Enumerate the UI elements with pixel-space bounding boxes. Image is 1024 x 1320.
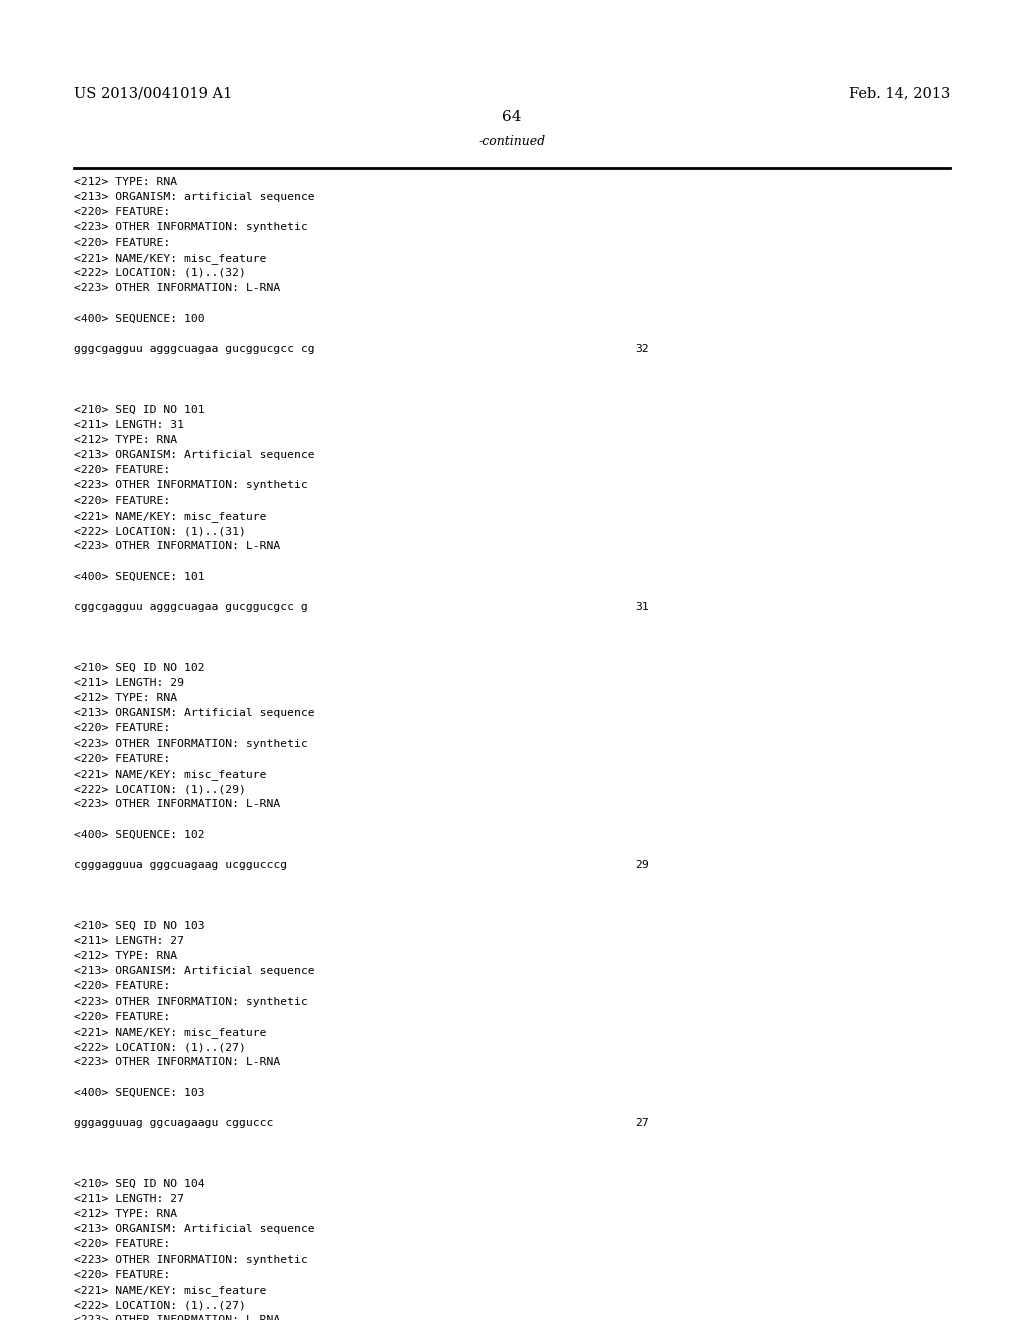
Text: <220> FEATURE:: <220> FEATURE: [74,495,170,506]
Text: <211> LENGTH: 27: <211> LENGTH: 27 [74,936,183,946]
Text: <222> LOCATION: (1)..(27): <222> LOCATION: (1)..(27) [74,1043,246,1052]
Text: -continued: -continued [478,135,546,148]
Text: <223> OTHER INFORMATION: L-RNA: <223> OTHER INFORMATION: L-RNA [74,799,280,809]
Text: <400> SEQUENCE: 100: <400> SEQUENCE: 100 [74,314,205,323]
Text: <220> FEATURE:: <220> FEATURE: [74,723,170,734]
Text: Feb. 14, 2013: Feb. 14, 2013 [849,86,950,100]
Text: <213> ORGANISM: Artificial sequence: <213> ORGANISM: Artificial sequence [74,1225,314,1234]
Text: 27: 27 [635,1118,648,1129]
Text: <212> TYPE: RNA: <212> TYPE: RNA [74,950,177,961]
Text: <212> TYPE: RNA: <212> TYPE: RNA [74,693,177,704]
Text: 32: 32 [635,343,648,354]
Text: <221> NAME/KEY: misc_feature: <221> NAME/KEY: misc_feature [74,511,266,521]
Text: <400> SEQUENCE: 103: <400> SEQUENCE: 103 [74,1088,205,1098]
Text: <213> ORGANISM: Artificial sequence: <213> ORGANISM: Artificial sequence [74,450,314,461]
Text: <223> OTHER INFORMATION: L-RNA: <223> OTHER INFORMATION: L-RNA [74,541,280,552]
Text: gggagguuag ggcuagaagu cgguccc: gggagguuag ggcuagaagu cgguccc [74,1118,273,1129]
Text: <221> NAME/KEY: misc_feature: <221> NAME/KEY: misc_feature [74,768,266,780]
Text: cggcgagguu agggcuagaa gucggucgcc g: cggcgagguu agggcuagaa gucggucgcc g [74,602,307,612]
Text: <223> OTHER INFORMATION: synthetic: <223> OTHER INFORMATION: synthetic [74,997,307,1007]
Text: <223> OTHER INFORMATION: synthetic: <223> OTHER INFORMATION: synthetic [74,223,307,232]
Text: <223> OTHER INFORMATION: L-RNA: <223> OTHER INFORMATION: L-RNA [74,1057,280,1068]
Text: 64: 64 [502,110,522,124]
Text: <220> FEATURE:: <220> FEATURE: [74,1011,170,1022]
Text: 31: 31 [635,602,648,612]
Text: <213> ORGANISM: Artificial sequence: <213> ORGANISM: Artificial sequence [74,708,314,718]
Text: <220> FEATURE:: <220> FEATURE: [74,754,170,764]
Text: <212> TYPE: RNA: <212> TYPE: RNA [74,436,177,445]
Text: <400> SEQUENCE: 101: <400> SEQUENCE: 101 [74,572,205,582]
Text: <213> ORGANISM: Artificial sequence: <213> ORGANISM: Artificial sequence [74,966,314,977]
Text: <220> FEATURE:: <220> FEATURE: [74,207,170,218]
Text: <221> NAME/KEY: misc_feature: <221> NAME/KEY: misc_feature [74,1027,266,1038]
Text: <222> LOCATION: (1)..(27): <222> LOCATION: (1)..(27) [74,1300,246,1311]
Text: 29: 29 [635,861,648,870]
Text: <223> OTHER INFORMATION: synthetic: <223> OTHER INFORMATION: synthetic [74,480,307,491]
Text: <221> NAME/KEY: misc_feature: <221> NAME/KEY: misc_feature [74,253,266,264]
Text: <212> TYPE: RNA: <212> TYPE: RNA [74,177,177,187]
Text: <220> FEATURE:: <220> FEATURE: [74,466,170,475]
Text: <211> LENGTH: 27: <211> LENGTH: 27 [74,1193,183,1204]
Text: <222> LOCATION: (1)..(29): <222> LOCATION: (1)..(29) [74,784,246,795]
Text: <221> NAME/KEY: misc_feature: <221> NAME/KEY: misc_feature [74,1286,266,1296]
Text: <220> FEATURE:: <220> FEATURE: [74,1270,170,1280]
Text: <222> LOCATION: (1)..(31): <222> LOCATION: (1)..(31) [74,527,246,536]
Text: <213> ORGANISM: artificial sequence: <213> ORGANISM: artificial sequence [74,191,314,202]
Text: <400> SEQUENCE: 102: <400> SEQUENCE: 102 [74,830,205,840]
Text: <210> SEQ ID NO 104: <210> SEQ ID NO 104 [74,1179,205,1189]
Text: <210> SEQ ID NO 103: <210> SEQ ID NO 103 [74,921,205,931]
Text: <220> FEATURE:: <220> FEATURE: [74,238,170,248]
Text: gggcgagguu agggcuagaa gucggucgcc cg: gggcgagguu agggcuagaa gucggucgcc cg [74,343,314,354]
Text: <222> LOCATION: (1)..(32): <222> LOCATION: (1)..(32) [74,268,246,279]
Text: cgggagguua gggcuagaag ucggucccg: cgggagguua gggcuagaag ucggucccg [74,861,287,870]
Text: <210> SEQ ID NO 102: <210> SEQ ID NO 102 [74,663,205,673]
Text: <212> TYPE: RNA: <212> TYPE: RNA [74,1209,177,1220]
Text: <211> LENGTH: 29: <211> LENGTH: 29 [74,678,183,688]
Text: <220> FEATURE:: <220> FEATURE: [74,1239,170,1250]
Text: <220> FEATURE:: <220> FEATURE: [74,982,170,991]
Text: US 2013/0041019 A1: US 2013/0041019 A1 [74,86,232,100]
Text: <223> OTHER INFORMATION: synthetic: <223> OTHER INFORMATION: synthetic [74,1254,307,1265]
Text: <223> OTHER INFORMATION: L-RNA: <223> OTHER INFORMATION: L-RNA [74,1315,280,1320]
Text: <211> LENGTH: 31: <211> LENGTH: 31 [74,420,183,430]
Text: <210> SEQ ID NO 101: <210> SEQ ID NO 101 [74,404,205,414]
Text: <223> OTHER INFORMATION: synthetic: <223> OTHER INFORMATION: synthetic [74,739,307,748]
Text: <223> OTHER INFORMATION: L-RNA: <223> OTHER INFORMATION: L-RNA [74,284,280,293]
